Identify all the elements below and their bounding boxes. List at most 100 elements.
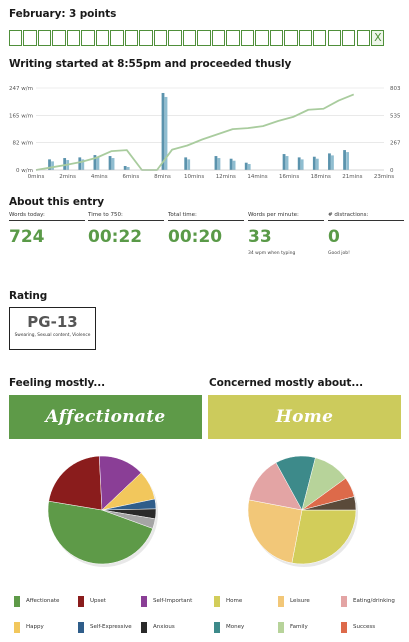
stat-label: # distractions:	[328, 212, 404, 221]
day-badge	[182, 30, 197, 46]
right-axis-tick: 0	[390, 168, 394, 174]
cumulative-words-line	[35, 93, 355, 171]
wpm-bar	[111, 158, 115, 170]
day-badge	[226, 30, 240, 46]
legend-swatch	[214, 595, 220, 607]
wpm-bar	[184, 157, 188, 170]
stat-note: Good job!	[328, 251, 350, 256]
wpm-bar	[51, 161, 54, 170]
day-badge	[66, 30, 81, 46]
stat-value: 00:22	[88, 227, 143, 247]
right-axis-tick: 267	[390, 141, 401, 147]
chart-title: Writing started at 8:55pm and proceeded …	[9, 58, 292, 70]
legend-label: Affectionate	[26, 598, 60, 604]
legend-swatch	[214, 621, 220, 633]
x-axis-tick: 8mins	[154, 174, 171, 180]
stat-value: 0	[328, 227, 340, 247]
concerned-title: Concerned mostly about...	[209, 377, 363, 389]
wpm-bar	[126, 167, 130, 170]
day-badge	[342, 30, 356, 46]
wpm-bar	[346, 152, 349, 170]
wpm-bar	[232, 160, 236, 170]
legend-label: Anxious	[153, 624, 175, 630]
x-axis-tick: 6mins	[123, 174, 140, 180]
day-badge	[9, 30, 23, 46]
stat-2: Total time: 00:20	[168, 212, 244, 251]
wpm-bar	[63, 158, 67, 170]
legend-label: Happy	[26, 624, 44, 630]
rating-box: PG-13 Swearing, Sexual content, Violence	[9, 307, 96, 350]
legend-item: Self-Important	[141, 595, 192, 607]
legend-swatch	[341, 595, 347, 607]
wpm-bar	[81, 159, 85, 170]
day-badge	[284, 30, 298, 46]
pie-slice	[247, 499, 303, 564]
x-axis-tick: 10mins	[184, 174, 204, 180]
legend-item: Leisure	[278, 595, 310, 607]
day-badge	[168, 30, 182, 46]
day-badge	[23, 30, 37, 46]
wpm-bar	[285, 156, 289, 170]
stat-1: Time to 750: 00:22	[88, 212, 164, 251]
right-axis-tick: 803	[390, 86, 401, 92]
legend-label: Family	[290, 624, 308, 630]
badge-row	[9, 30, 405, 48]
wpm-bar	[217, 158, 221, 170]
wpm-bar	[331, 155, 334, 170]
stat-3: Words per minute: 33 34 wpm when typing	[248, 212, 324, 256]
wpm-bar	[96, 157, 100, 170]
legend-item: Happy	[14, 621, 44, 633]
legend-item: Anxious	[141, 621, 175, 633]
wpm-bar	[164, 96, 168, 170]
legend-swatch	[141, 621, 147, 633]
day-badge	[211, 30, 226, 46]
stat-value: 724	[9, 227, 45, 247]
stat-value: 33	[248, 227, 272, 247]
wpm-bar	[328, 153, 331, 170]
stat-label: Time to 750:	[88, 212, 164, 221]
legend-label: Upset	[90, 598, 106, 604]
stat-label: Words per minute:	[248, 212, 324, 221]
day-badge	[37, 30, 52, 46]
feeling-title: Feeling mostly...	[9, 377, 106, 389]
wpm-bar	[282, 154, 286, 170]
legend-swatch	[278, 595, 284, 607]
legend-label: Leisure	[290, 598, 310, 604]
left-axis-tick: 247 w/m	[9, 86, 33, 92]
day-badge	[255, 30, 269, 46]
legend-swatch	[278, 621, 284, 633]
day-badge	[313, 30, 327, 46]
legend-swatch	[14, 595, 20, 607]
x-axis-tick: 2mins	[59, 174, 76, 180]
x-axis-tick: 16mins	[279, 174, 299, 180]
day-badge	[240, 30, 255, 46]
stat-label: Total time:	[168, 212, 244, 221]
wpm-bar	[343, 150, 346, 170]
legend-item: Upset	[78, 595, 106, 607]
pie-slice	[301, 496, 357, 511]
pie-slice	[101, 509, 156, 529]
day-badge	[269, 30, 284, 46]
x-axis-tick: 23mins	[374, 174, 394, 180]
legend-label: Eating/drinking	[353, 598, 395, 604]
about-title: About this entry	[9, 196, 105, 208]
day-badge	[298, 30, 312, 46]
x-axis-tick: 18mins	[311, 174, 331, 180]
wpm-bar	[161, 92, 165, 170]
legend-label: Self-Expressive	[90, 624, 132, 630]
legend-label: Success	[353, 624, 376, 630]
stat-4: # distractions: 0 Good job!	[328, 212, 404, 256]
legend-item: Success	[341, 621, 375, 633]
left-axis-tick: 165 w/m	[9, 113, 33, 119]
left-axis-tick: 82 w/m	[13, 141, 33, 147]
legend-swatch	[341, 621, 347, 633]
stat-note: 34 wpm when typing	[248, 251, 296, 256]
wpm-bar	[244, 162, 248, 170]
day-badge	[124, 30, 139, 46]
day-badge	[110, 30, 124, 46]
legend-item: Money	[214, 621, 244, 633]
legend-item: Self-Expressive	[78, 621, 132, 633]
day-badge	[327, 30, 341, 46]
wpm-bar	[229, 158, 233, 170]
legend-swatch	[141, 595, 147, 607]
